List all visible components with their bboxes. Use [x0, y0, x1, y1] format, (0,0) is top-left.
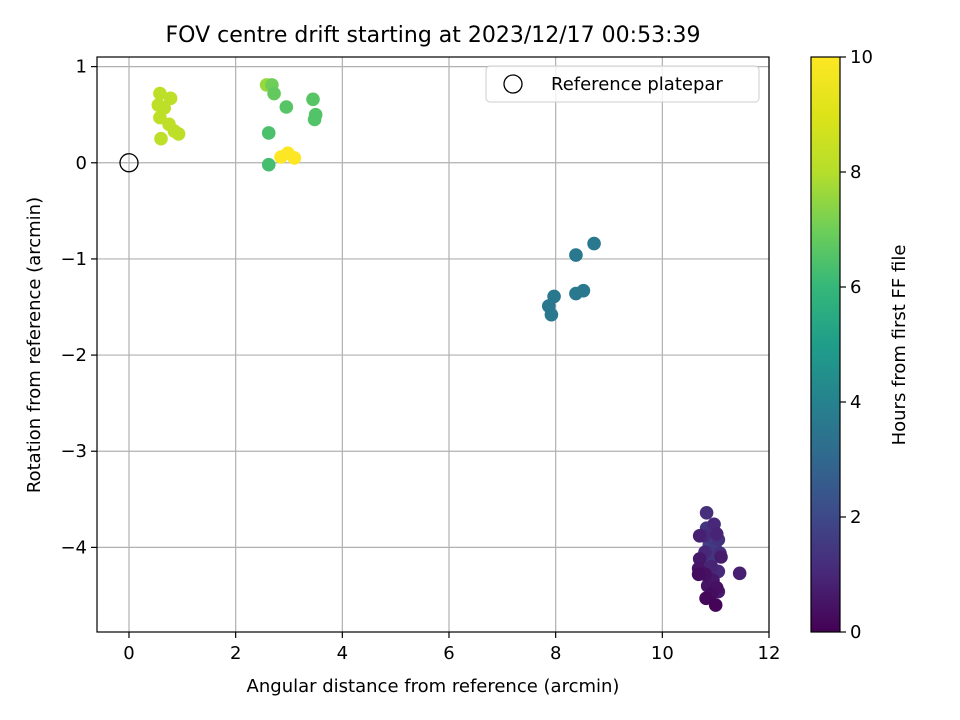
data-point: [708, 598, 723, 612]
data-point: [569, 248, 583, 262]
data-point: [306, 92, 320, 107]
data-point: [699, 505, 714, 520]
y-tick-label: −4: [60, 537, 87, 558]
grid: [97, 57, 770, 632]
legend-label: Reference platepar: [551, 74, 723, 95]
data-point: [261, 126, 276, 140]
y-tick-label: −1: [60, 249, 87, 270]
data-point: [692, 529, 707, 543]
colorbar-tick-label: 6: [850, 277, 861, 298]
reference-marker-layer: [119, 153, 139, 173]
data-point: [279, 100, 294, 114]
colorbar-tick-label: 2: [850, 507, 861, 528]
colorbar: [810, 56, 841, 633]
y-tick-label: −3: [60, 441, 87, 462]
data-point: [587, 236, 601, 251]
y-tick-label: 0: [76, 153, 87, 174]
data-point: [569, 286, 583, 301]
x-axis-label: Angular distance from reference (arcmin): [247, 676, 620, 697]
legend[interactable]: Reference platepar: [485, 65, 760, 103]
legend-reference-marker-icon: [503, 74, 523, 94]
x-tick-label: 2: [230, 643, 241, 664]
data-point: [699, 591, 713, 606]
colorbar-ticks: 0 2 4 6 8 10: [840, 47, 873, 643]
x-tick-label: 12: [758, 643, 781, 664]
data-point: [154, 131, 168, 146]
x-tick-label: 8: [550, 643, 561, 664]
data-point: [307, 112, 322, 127]
x-tick-label: 6: [443, 643, 454, 664]
y-axis-ticks: 1 0 −1 −2 −3 −4: [60, 57, 97, 558]
data-point: [732, 566, 747, 581]
colorbar-label: Hours from first FF file: [889, 245, 910, 446]
legend-box: [485, 65, 760, 103]
y-axis-label: Rotation from reference (arcmin): [24, 197, 45, 493]
data-point: [714, 550, 728, 564]
data-point: [287, 151, 302, 165]
data-point: [709, 527, 724, 541]
data-point: [691, 567, 706, 582]
data-point: [267, 86, 281, 101]
data-point: [261, 157, 276, 172]
x-axis-ticks: 0 2 4 6 8 10 12: [123, 632, 780, 664]
data-point: [163, 91, 178, 106]
data-point: [171, 127, 186, 141]
y-tick-label: 1: [76, 57, 87, 78]
colorbar-tick-label: 8: [850, 162, 861, 183]
x-tick-label: 10: [651, 643, 674, 664]
colorbar-tick-label: 10: [850, 47, 873, 68]
colorbar-tick-label: 4: [850, 392, 861, 413]
plot-area-frame: [96, 56, 770, 633]
x-tick-label: 0: [123, 643, 134, 664]
reference-platepar-marker: [119, 153, 139, 173]
data-points: [151, 78, 747, 612]
y-tick-label: −2: [60, 345, 87, 366]
chart-title: FOV centre drift starting at 2023/12/17 …: [166, 23, 701, 48]
x-tick-label: 4: [337, 643, 348, 664]
colorbar-tick-label: 0: [850, 622, 861, 643]
data-point: [153, 86, 167, 101]
data-point: [544, 307, 559, 322]
